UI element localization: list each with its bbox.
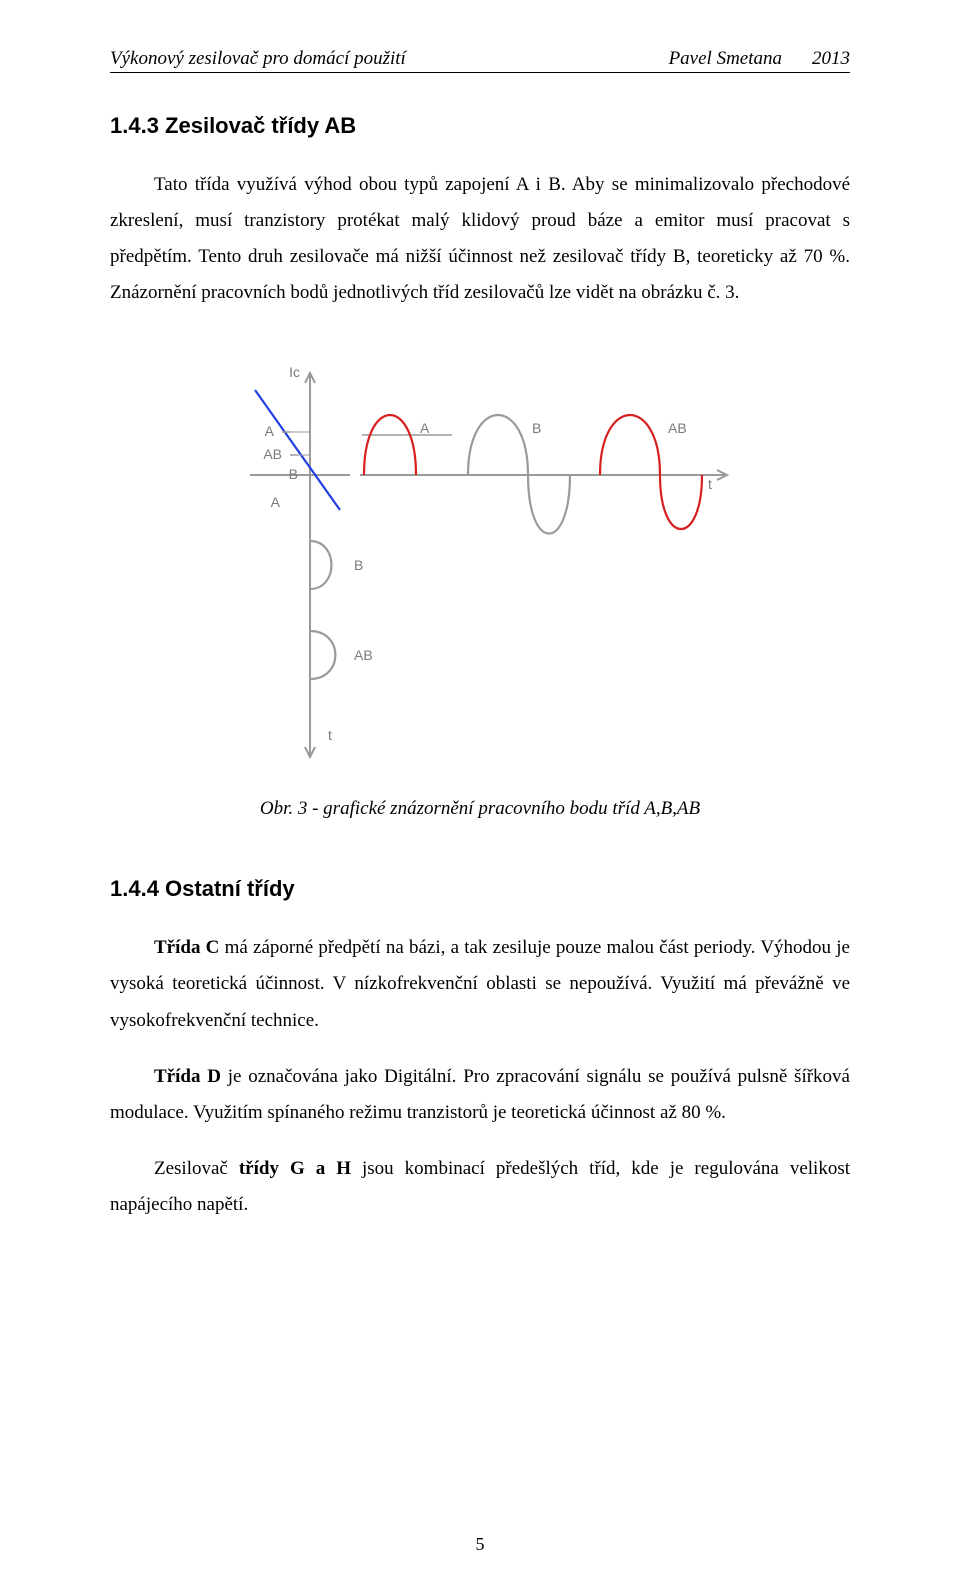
header-title: Výkonový zesilovač pro domácí použití xyxy=(110,48,639,70)
section2-para2: Třída D je označována jako Digitální. Pr… xyxy=(110,1059,850,1131)
svg-text:AB: AB xyxy=(263,446,282,462)
figure-3-svg: AABBAIcBABttABAB xyxy=(220,335,740,775)
class-d-label: Třída D xyxy=(154,1066,221,1087)
svg-text:B: B xyxy=(532,420,541,436)
svg-text:A: A xyxy=(265,423,275,439)
svg-text:A: A xyxy=(420,420,430,436)
page: Výkonový zesilovač pro domácí použití Pa… xyxy=(0,0,960,1583)
section1-paragraph: Tato třída využívá výhod obou typů zapoj… xyxy=(110,167,850,311)
section2-para1: Třída C má záporné předpětí na bázi, a t… xyxy=(110,930,850,1038)
svg-text:t: t xyxy=(328,727,332,743)
svg-text:t: t xyxy=(708,476,712,492)
section-heading-2: 1.4.4 Ostatní třídy xyxy=(110,876,850,902)
page-number: 5 xyxy=(0,1534,960,1555)
svg-text:AB: AB xyxy=(668,420,687,436)
class-gh-label: třídy G a H xyxy=(239,1158,351,1179)
section2-para1-text: má záporné předpětí na bázi, a tak zesil… xyxy=(110,937,850,1030)
section2-para2-text: je označována jako Digitální. Pro zpraco… xyxy=(110,1066,850,1123)
section-heading-1: 1.4.3 Zesilovač třídy AB xyxy=(110,113,850,139)
class-c-label: Třída C xyxy=(154,937,219,958)
svg-text:A: A xyxy=(271,494,281,510)
section2-para3: Zesilovač třídy G a H jsou kombinací pře… xyxy=(110,1151,850,1223)
figure-3: AABBAIcBABttABAB xyxy=(110,335,850,780)
header-year: 2013 xyxy=(812,48,850,70)
page-header: Výkonový zesilovač pro domácí použití Pa… xyxy=(110,48,850,73)
svg-text:B: B xyxy=(289,466,298,482)
figure-3-caption: Obr. 3 - grafické znázornění pracovního … xyxy=(110,798,850,820)
section2-para3-lead: Zesilovač xyxy=(154,1158,239,1179)
svg-text:Ic: Ic xyxy=(289,364,300,380)
svg-text:AB: AB xyxy=(354,647,373,663)
svg-text:B: B xyxy=(354,557,363,573)
header-author: Pavel Smetana xyxy=(639,48,812,70)
